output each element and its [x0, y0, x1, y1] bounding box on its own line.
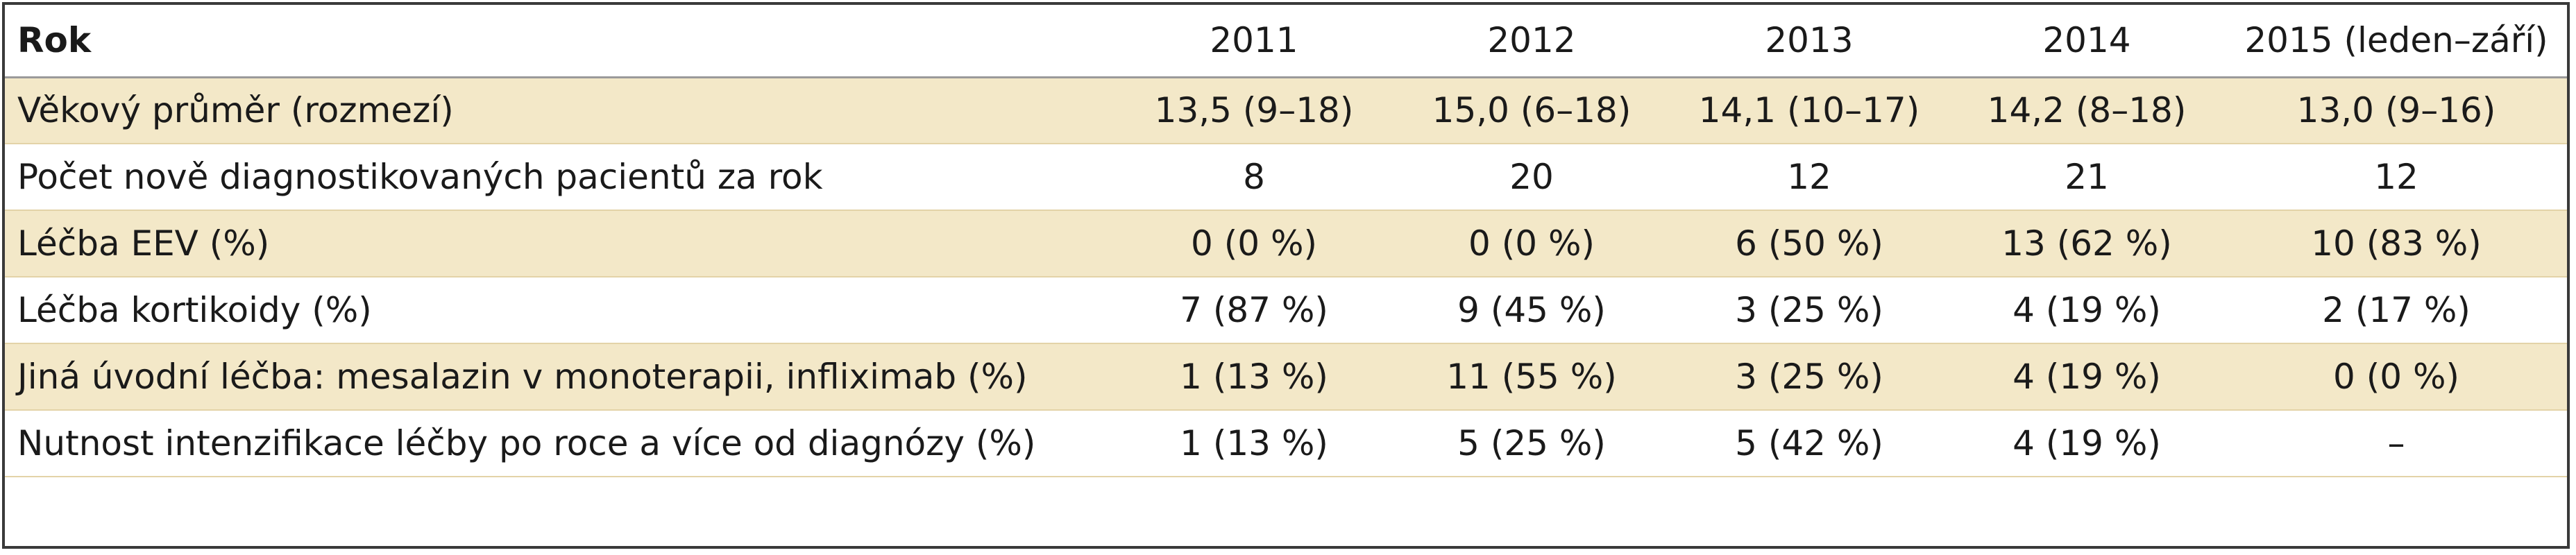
row-label: Léčba EEV (%): [5, 210, 1115, 278]
table-cell: 7 (87 %): [1115, 277, 1393, 344]
table-row: Léčba EEV (%) 0 (0 %) 0 (0 %) 6 (50 %) 1…: [5, 210, 2567, 278]
table-row: Léčba kortikoidy (%) 7 (87 %) 9 (45 %) 3…: [5, 277, 2567, 344]
table-cell: 11 (55 %): [1393, 343, 1670, 411]
table-row: Věkový průměr (rozmezí) 13,5 (9–18) 15,0…: [5, 77, 2567, 144]
table-cell: 9 (45 %): [1393, 277, 1670, 344]
table-cell: 4 (19 %): [1948, 277, 2226, 344]
table-cell: 13,5 (9–18): [1115, 77, 1393, 144]
row-label: Nutnost intenzifikace léčby po roce a ví…: [5, 410, 1115, 477]
table-row: Nutnost intenzifikace léčby po roce a ví…: [5, 410, 2567, 477]
table-cell: 12: [2226, 144, 2567, 211]
table-cell: 15,0 (6–18): [1393, 77, 1670, 144]
header-row: Rok 2011 2012 2013 2014 2015 (leden–září…: [5, 5, 2567, 78]
table-cell: 12: [1670, 144, 1948, 211]
table-cell: 3 (25 %): [1670, 343, 1948, 411]
column-header-2011: 2011: [1115, 5, 1393, 78]
table-cell: 14,2 (8–18): [1948, 77, 2226, 144]
table-cell: 6 (50 %): [1670, 210, 1948, 278]
table-cell: 1 (13 %): [1115, 343, 1393, 411]
table-cell: 4 (19 %): [1948, 343, 2226, 411]
row-label: Léčba kortikoidy (%): [5, 277, 1115, 344]
table-cell: 0 (0 %): [1393, 210, 1670, 278]
column-header-rok: Rok: [5, 5, 1115, 78]
table-cell: 20: [1393, 144, 1670, 211]
column-header-2015: 2015 (leden–září): [2226, 5, 2567, 78]
table-cell: 13,0 (9–16): [2226, 77, 2567, 144]
table-cell: 8: [1115, 144, 1393, 211]
column-header-2013: 2013: [1670, 5, 1948, 78]
row-label: Věkový průměr (rozmezí): [5, 77, 1115, 144]
table-cell: 5 (42 %): [1670, 410, 1948, 477]
row-label: Jiná úvodní léčba: mesalazin v monoterap…: [5, 343, 1115, 411]
column-header-2012: 2012: [1393, 5, 1670, 78]
table-cell: 14,1 (10–17): [1670, 77, 1948, 144]
data-table: Rok 2011 2012 2013 2014 2015 (leden–září…: [5, 5, 2567, 477]
table-cell: 5 (25 %): [1393, 410, 1670, 477]
table-cell: 4 (19 %): [1948, 410, 2226, 477]
table-cell: 13 (62 %): [1948, 210, 2226, 278]
table-cell: 0 (0 %): [2226, 343, 2567, 411]
table-row: Počet nově diagnostikovaných pacientů za…: [5, 144, 2567, 211]
table-cell: 2 (17 %): [2226, 277, 2567, 344]
table-cell: 3 (25 %): [1670, 277, 1948, 344]
table-cell: 0 (0 %): [1115, 210, 1393, 278]
table-cell: 21: [1948, 144, 2226, 211]
table-row: Jiná úvodní léčba: mesalazin v monoterap…: [5, 343, 2567, 411]
table-cell: 10 (83 %): [2226, 210, 2567, 278]
column-header-2014: 2014: [1948, 5, 2226, 78]
table-cell: 1 (13 %): [1115, 410, 1393, 477]
row-label: Počet nově diagnostikovaných pacientů za…: [5, 144, 1115, 211]
table-cell: –: [2226, 410, 2567, 477]
